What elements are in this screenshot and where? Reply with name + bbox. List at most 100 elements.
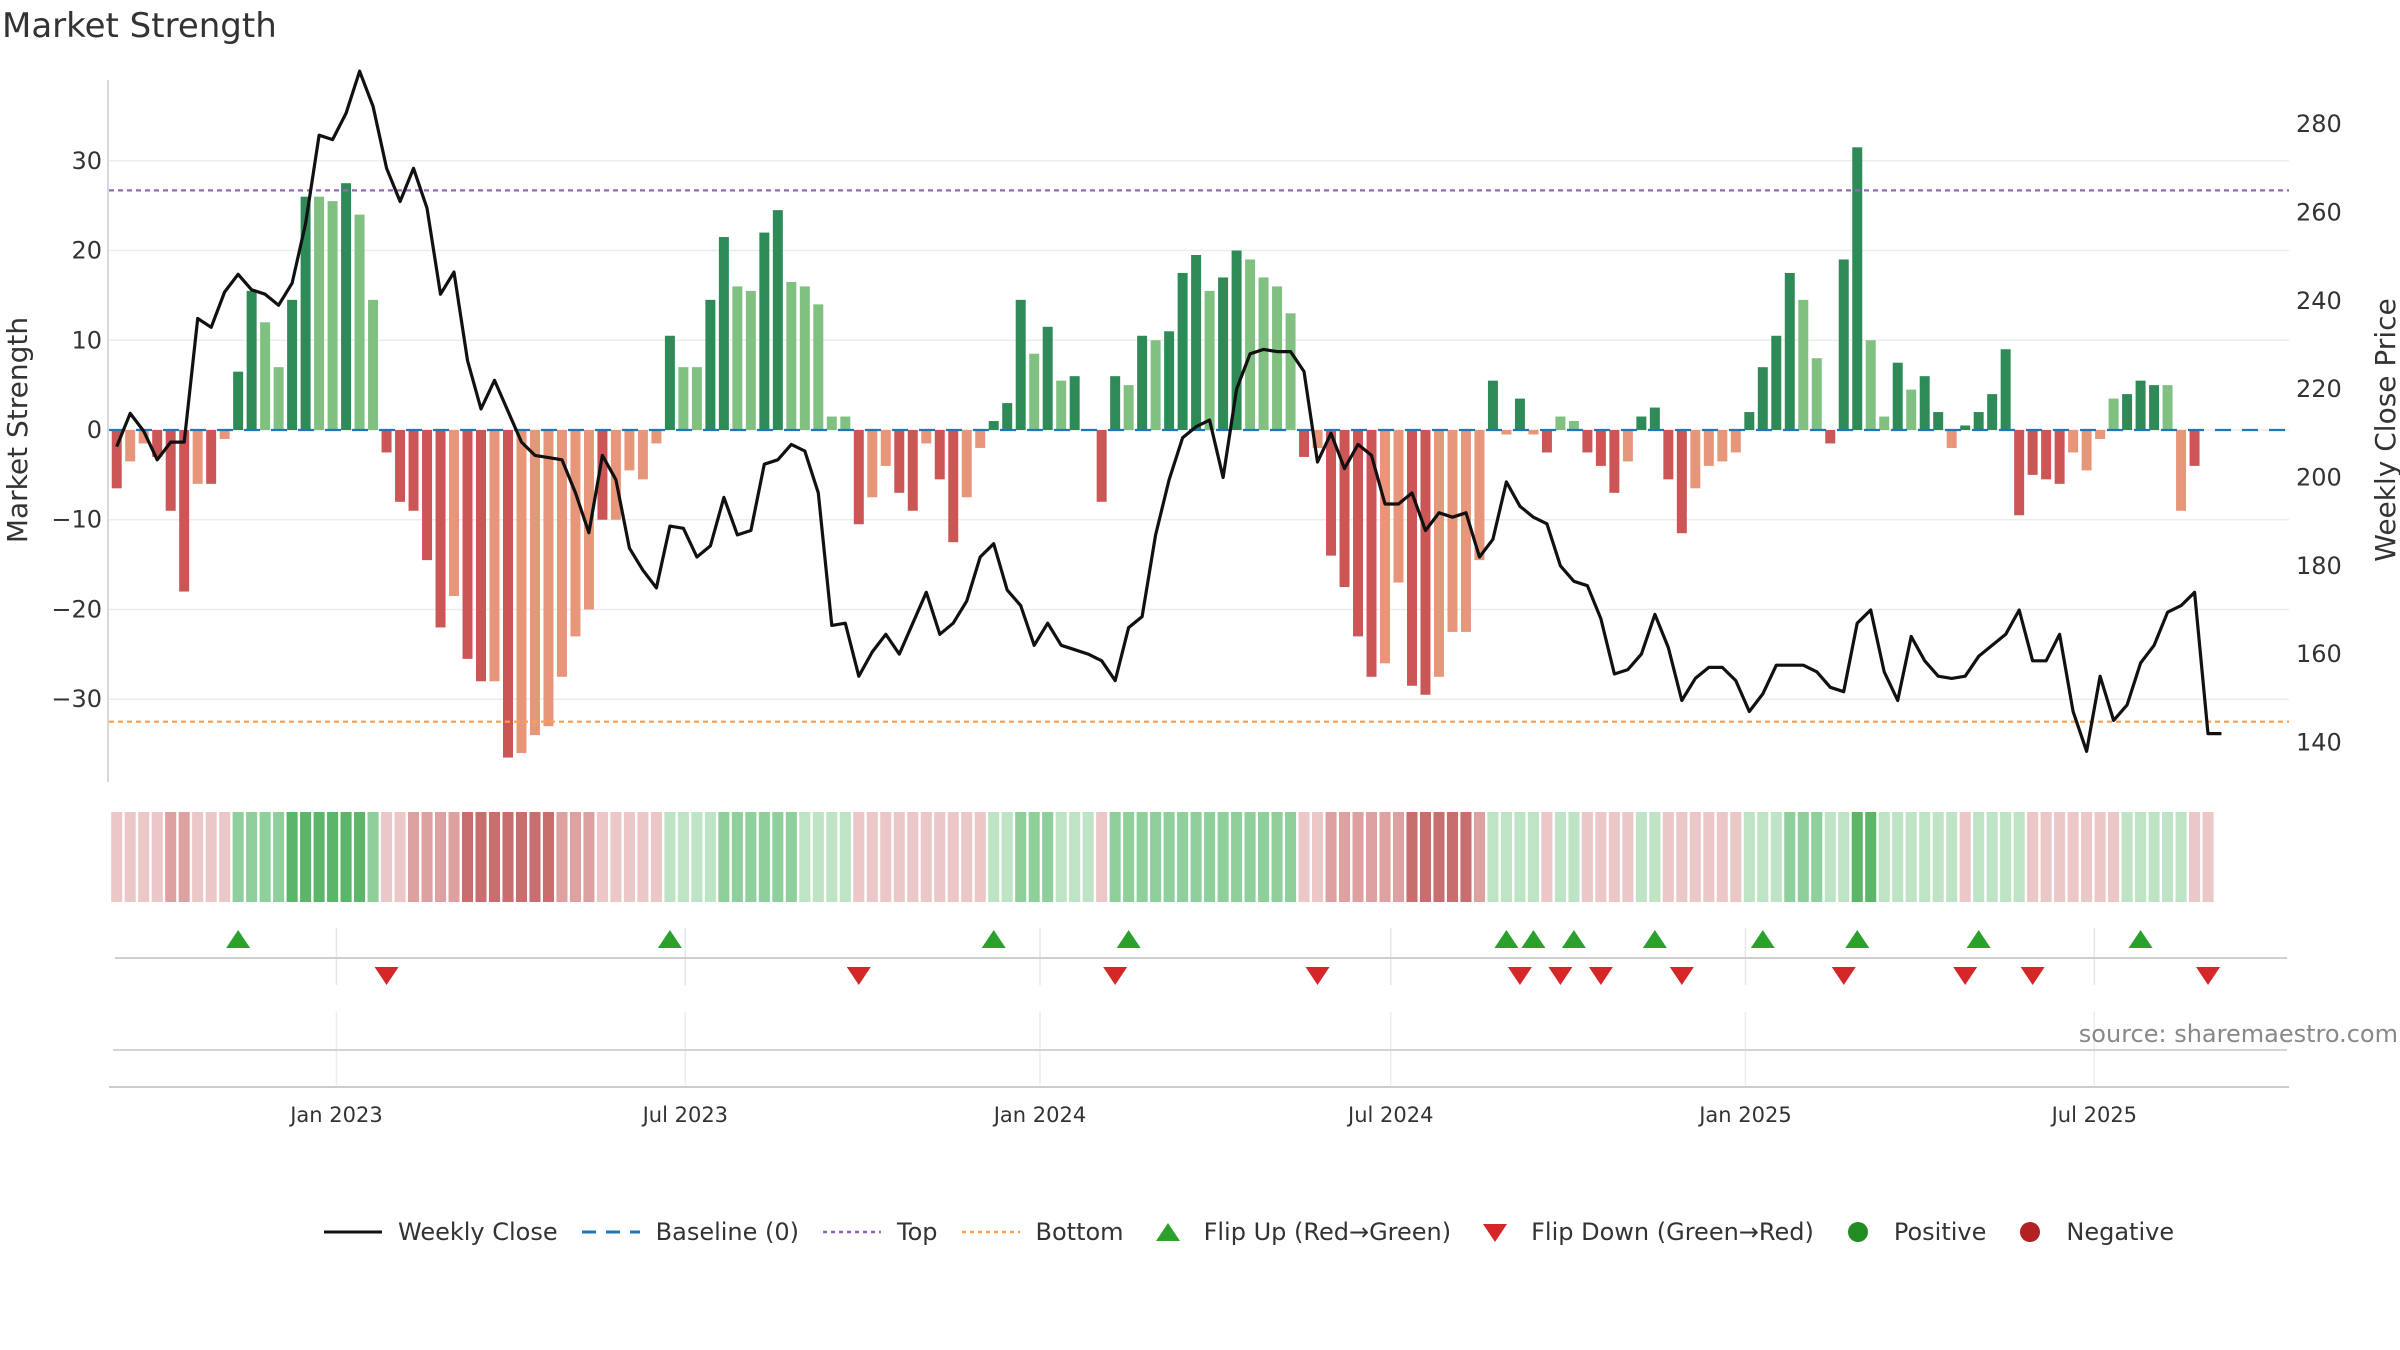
strength-bar bbox=[853, 430, 864, 525]
stripe-cell bbox=[542, 812, 555, 902]
stripe-cell bbox=[138, 812, 150, 902]
stripe-cell bbox=[1797, 812, 1809, 902]
stripe-cell bbox=[1312, 812, 1324, 902]
strength-bar bbox=[651, 430, 662, 444]
stripe-cell bbox=[1433, 812, 1445, 902]
stripe-cell bbox=[1851, 812, 1863, 902]
y-right-tick-label: 180 bbox=[2296, 552, 2342, 580]
strength-bar bbox=[1933, 412, 1944, 430]
stripe-cell bbox=[1055, 812, 1067, 902]
y-tick-label: 30 bbox=[71, 147, 102, 175]
stripe-cell bbox=[192, 812, 204, 902]
strength-bar bbox=[1879, 416, 1890, 430]
stripe-cell bbox=[2013, 812, 2025, 902]
strength-bar bbox=[556, 430, 567, 677]
stripe-cell bbox=[556, 812, 568, 902]
strength-bar bbox=[422, 430, 433, 561]
legend: Weekly Close Baseline (0) Top Bottom Fli… bbox=[322, 1218, 2196, 1246]
dotted-line-swatch-icon bbox=[961, 1230, 1020, 1234]
stripe-cell bbox=[111, 812, 123, 902]
y-tick-label: 0 bbox=[87, 416, 102, 444]
stripe-cell bbox=[178, 812, 190, 902]
strength-bar bbox=[1353, 430, 1364, 637]
legend-label: Positive bbox=[1893, 1218, 1987, 1246]
strength-bar bbox=[449, 430, 460, 597]
strength-bar bbox=[138, 430, 149, 444]
stripe-cell bbox=[461, 812, 474, 902]
strength-bar bbox=[1528, 430, 1539, 435]
strength-bar bbox=[1245, 259, 1256, 430]
stripe-cell bbox=[1568, 812, 1580, 902]
stripe-cell bbox=[1784, 812, 1796, 902]
stripe-cell bbox=[1649, 812, 1661, 902]
strength-bar bbox=[543, 430, 554, 727]
strength-bar bbox=[840, 416, 851, 430]
strength-bar bbox=[1393, 430, 1404, 583]
stripe-cell bbox=[1042, 812, 1054, 902]
strength-bar bbox=[1002, 403, 1013, 430]
stripe-cell bbox=[961, 812, 973, 902]
stripe-cell bbox=[1703, 812, 1715, 902]
stripe-cell bbox=[1662, 812, 1674, 902]
stripe-cell bbox=[1514, 812, 1526, 902]
strength-bar bbox=[2054, 430, 2065, 484]
stripe-cell bbox=[907, 812, 919, 902]
flip-up-marker bbox=[1750, 930, 1775, 948]
stripe-cell bbox=[2202, 812, 2214, 902]
stripe-cell bbox=[1231, 812, 1243, 902]
stripe-cell bbox=[1500, 812, 1512, 902]
flip-up-marker bbox=[981, 930, 1006, 948]
strength-bar bbox=[1460, 430, 1471, 632]
stripe-cell bbox=[1069, 812, 1081, 902]
stripe-cell bbox=[1838, 812, 1850, 902]
flip-up-marker bbox=[1642, 930, 1667, 948]
strength-bar bbox=[1406, 430, 1417, 686]
strength-bar bbox=[583, 430, 594, 610]
stripe-cell bbox=[704, 812, 716, 902]
stripe-cell bbox=[2000, 812, 2012, 902]
stripe-cell bbox=[448, 812, 460, 902]
strength-bar bbox=[125, 430, 136, 462]
strength-bar bbox=[1366, 430, 1377, 677]
stripe-cell bbox=[853, 812, 865, 902]
strength-bar bbox=[1946, 430, 1957, 448]
strength-bar bbox=[705, 299, 716, 430]
strength-bar bbox=[718, 237, 729, 430]
legend-item-flip-up: Flip Up (Red→Green) bbox=[1146, 1218, 1451, 1246]
strength-bar bbox=[2014, 430, 2025, 516]
stripe-cell bbox=[1622, 812, 1634, 902]
stripe-cell bbox=[2148, 812, 2160, 902]
stripe-cell bbox=[610, 812, 622, 902]
strength-bar bbox=[1987, 394, 1998, 430]
y-axis-title-right: Weekly Close Price bbox=[2369, 298, 2400, 561]
strength-bar bbox=[1852, 147, 1863, 431]
strength-bar bbox=[2081, 430, 2092, 471]
y-right-tick-label: 260 bbox=[2296, 198, 2342, 226]
stripe-cell bbox=[408, 812, 420, 902]
stripe-cell bbox=[1150, 812, 1162, 902]
stripe-cell bbox=[381, 812, 393, 902]
x-tick-label: Jul 2023 bbox=[641, 1103, 728, 1127]
strength-bar bbox=[341, 183, 352, 430]
stripe-cell bbox=[1419, 812, 1432, 902]
stripe-cell bbox=[1406, 812, 1418, 902]
stripe-cell bbox=[1379, 812, 1391, 902]
strength-bar bbox=[395, 430, 406, 502]
strength-bar bbox=[826, 416, 837, 430]
strength-bar bbox=[1555, 416, 1566, 430]
strength-bar bbox=[273, 367, 284, 430]
flip-down-marker bbox=[846, 967, 871, 985]
flip-down-marker bbox=[1103, 967, 1128, 985]
stripe-cell bbox=[1743, 812, 1755, 902]
stripe-cell bbox=[300, 812, 312, 902]
strength-bar bbox=[597, 430, 608, 520]
stripe-cell bbox=[2135, 812, 2147, 902]
strength-bar bbox=[637, 430, 648, 480]
flip-down-marker bbox=[1669, 967, 1694, 985]
stripe-cell bbox=[246, 812, 258, 902]
stripe-cell bbox=[475, 812, 487, 902]
stripe-cell bbox=[1190, 812, 1202, 902]
flip-down-marker bbox=[1548, 967, 1573, 985]
strength-bar bbox=[975, 430, 986, 448]
strength-bar bbox=[1137, 335, 1148, 430]
